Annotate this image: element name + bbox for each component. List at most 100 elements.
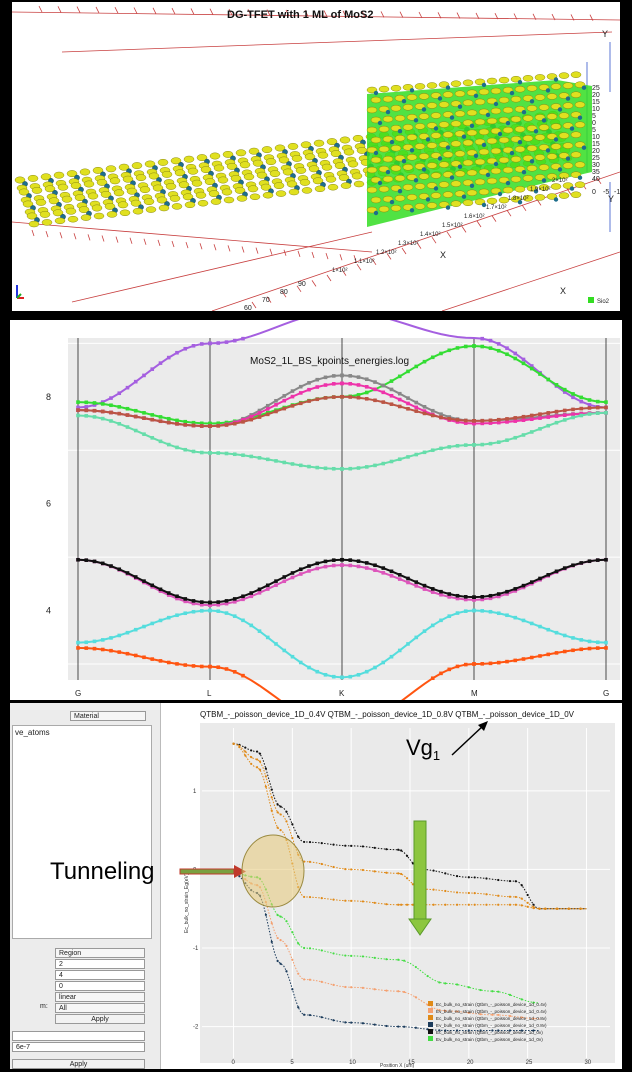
right-tick-label: 15 (592, 141, 600, 148)
vg-annotation: Vg1 (406, 735, 440, 763)
y-axis-label: Y (602, 29, 608, 39)
right-tick-label: 10 (592, 106, 600, 113)
atoms-list-item[interactable]: ve_atoms (15, 728, 50, 737)
value-field-empty[interactable] (12, 1031, 145, 1041)
bottom-tick-label: 1.7×10² (486, 205, 507, 211)
legend-swatch (428, 1001, 433, 1006)
tunneling-region-ellipse (241, 834, 305, 908)
left-tick-label: 70 (262, 297, 270, 304)
right-tick-label: 10 (592, 134, 600, 141)
up-right-arrow-icon (451, 721, 488, 756)
y-axis-label: Ec_bulk_no_strain_Eg(eV) (184, 873, 190, 933)
legend-label: Ec_bulk_no_strain (Qtbm_-_poisson_device… (436, 1030, 543, 1035)
bottom-tick-label: 1.9×10² (530, 187, 551, 193)
scale-select[interactable]: linear (55, 992, 145, 1002)
bottom-tick-label: 1.5×10² (442, 223, 463, 229)
legend-swatch (428, 1029, 433, 1034)
atom-lattice (14, 71, 592, 228)
y-tick-label: 6 (46, 499, 51, 509)
vg-annotation-sub: 1 (433, 748, 440, 763)
band-series (76, 411, 608, 471)
right-tick-label-b: 0 (592, 189, 596, 196)
material-select[interactable]: Material (70, 711, 146, 721)
all-label: m: (40, 1003, 48, 1010)
device-3d-canvas[interactable]: DG-TFET with 1 ML of MoS2 X X Y Y 252015… (12, 2, 620, 311)
right-tick-label: 35 (592, 169, 600, 176)
y-tick-labels: 8 6 4 (46, 392, 51, 616)
band-series (76, 646, 608, 700)
y-tick-label: -2 (193, 1025, 199, 1031)
axis-triad-icon (16, 285, 24, 299)
right-tick-label: 40 (592, 176, 600, 183)
bands (76, 320, 608, 700)
legend-swatch (428, 1036, 433, 1041)
region-select[interactable]: Region (55, 948, 145, 958)
device-3d-view[interactable]: DG-TFET with 1 ML of MoS2 X X Y Y 25 20 15… (10, 0, 622, 313)
legend-label: Ec_bulk_no_strain (Qtbm_-_poisson_device… (436, 1002, 547, 1007)
band-series (76, 608, 608, 680)
x-tick-labels: 0 5 10 15 20 25 30 (232, 1060, 592, 1066)
y-tick-label: 1 (193, 789, 197, 795)
bottom-tick-label: 1.2×10² (376, 250, 397, 256)
legend-label: Ev_bulk_no_strain (Qtbm_-_poisson_device… (436, 1023, 547, 1028)
plot-title: QTBM_-_poisson_device_1D_0.4V QTBM_-_poi… (200, 710, 575, 719)
left-tick-label: 90 (298, 281, 306, 288)
all-select[interactable]: All (55, 1003, 145, 1013)
y-tick-labels: 10-1-2 (193, 789, 199, 1031)
legend-label: Ec_bulk_no_strain (Qtbm_-_poisson_device… (436, 1016, 547, 1021)
y-tick-label: -1 (193, 946, 199, 952)
y-tick-label: 8 (46, 392, 51, 402)
field-3[interactable]: 0 (55, 981, 145, 991)
field-1[interactable]: 2 (55, 959, 145, 969)
plot-legend: Ec_bulk_no_strain (Qtbm_-_poisson_device… (428, 1001, 547, 1042)
bottom-tick-label: 1×10² (332, 268, 348, 274)
y-axis-label-2: Y (608, 194, 614, 204)
bottom-tick-label: 1.6×10² (464, 214, 485, 220)
legend-swatch (428, 1008, 433, 1013)
k-point-label: G (75, 689, 81, 698)
legend-label-sio2: Sio2 (597, 299, 610, 305)
k-point-label: M (471, 689, 478, 698)
bottom-tick-labels: 1×10² 1.1×10²1.2×10²1.3×10²1.4×10²1.5×10²… (332, 178, 568, 274)
plot-area (68, 338, 620, 680)
axis-gridlines (12, 5, 620, 311)
band-structure-plot[interactable]: 8 6 4 G L K M G MoS2_1L_BS_kpoints_energies.lo… (10, 320, 622, 700)
field-2[interactable]: 4 (55, 970, 145, 980)
x-tick-label: 5 (290, 1060, 294, 1066)
right-tick-label: 25 (592, 155, 600, 162)
legend-swatch (428, 1015, 433, 1020)
plot-title: MoS2_1L_BS_kpoints_energies.log (250, 356, 409, 367)
x-tick-label: 30 (584, 1060, 591, 1066)
left-tick-labels: 60 70 80 90 (244, 281, 306, 311)
x-axis-label: Position X (um) (380, 1063, 415, 1069)
right-tick-label: 20 (592, 92, 600, 99)
apply-button-2[interactable]: Apply (12, 1059, 145, 1069)
value-field[interactable]: 6e-7 (12, 1042, 145, 1052)
vg-annotation-text: Vg (406, 735, 433, 760)
bottom-tick-label: 1.8×10² (508, 196, 529, 202)
bottom-tick-label: 1.1×10² (354, 259, 375, 265)
apply-button[interactable]: Apply (55, 1014, 145, 1024)
settings-sidebar: Material ve_atoms Region 2 4 0 linear m:… (10, 703, 161, 1069)
qtbm-plot-window[interactable]: Material ve_atoms Region 2 4 0 linear m:… (10, 703, 622, 1069)
right-tick-label: 0 (592, 120, 596, 127)
right-tick-label-b: -10 (614, 189, 620, 196)
band-series (76, 394, 608, 428)
right-tick-label-b: -5 (603, 189, 609, 196)
x-axis-label-2: X (560, 286, 566, 296)
legend-swatch-sio2 (588, 297, 594, 303)
x-tick-label: 25 (526, 1060, 533, 1066)
x-tick-label: 10 (349, 1060, 356, 1066)
x-tick-label: 0 (232, 1060, 236, 1066)
bottom-tick-label: 1.4×10² (420, 232, 441, 238)
atoms-list[interactable]: ve_atoms (12, 725, 152, 939)
band-structure-canvas: 8 6 4 G L K M G MoS2_1L_BS_kpoints_energies.lo… (46, 320, 620, 700)
k-point-label: L (207, 689, 212, 698)
x-tick-label: 20 (467, 1060, 474, 1066)
bottom-tick-label: 1.3×10² (398, 241, 419, 247)
legend-label: Ev_bulk_no_strain (Qtbm_-_poisson_device… (436, 1037, 543, 1042)
x-tick-label: 15 (408, 1060, 415, 1066)
legend-label: Ev_bulk_no_strain (Qtbm_-_poisson_device… (436, 1009, 547, 1014)
